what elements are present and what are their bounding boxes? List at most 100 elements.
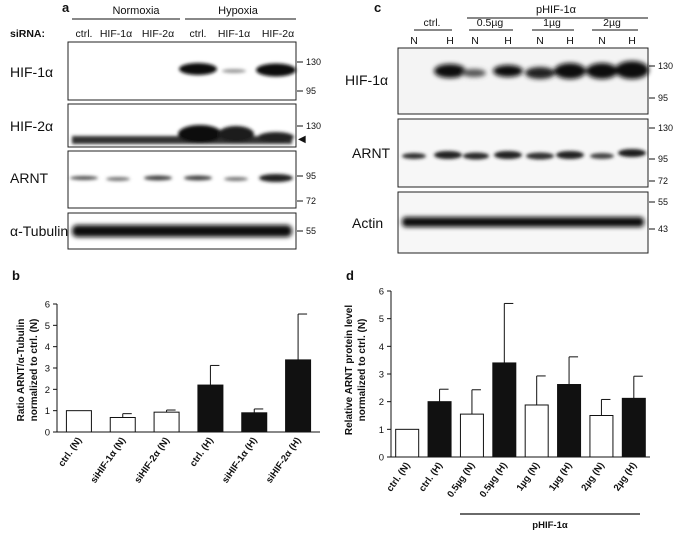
chart-d-ytick-label: 2 <box>379 397 384 408</box>
panel-c-letter: c <box>374 0 381 15</box>
chart-d-bar <box>459 413 484 458</box>
chart-b-ytick-label: 4 <box>45 342 50 353</box>
chart-b-bar <box>241 412 268 433</box>
mw-a1-95: 95 <box>306 86 316 96</box>
chart-d-ylabel-2: normalized to ctrl. (N) <box>357 319 368 422</box>
chart-b-bar <box>109 416 136 433</box>
sirna-label: siRNA: <box>10 28 45 40</box>
mw-a3-72: 72 <box>306 196 316 206</box>
chart-b-ytick-label: 6 <box>45 300 50 311</box>
lane-a-6: HIF-2α <box>262 28 294 40</box>
lane-c-6: H <box>566 35 574 47</box>
lane-c-5: N <box>536 35 544 47</box>
chart-d-bar <box>621 397 646 458</box>
lane-c-4: H <box>504 35 512 47</box>
mw-c1-95: 95 <box>658 93 668 103</box>
chart-b-bar <box>65 410 92 433</box>
chart-b-xtick-label: ctrl. (N) <box>56 435 84 469</box>
chart-d-bracket-label: pHIF-1α <box>532 520 568 531</box>
panel-a: a Normoxia Hypoxia siRNA: ctrl. HIF-1α H… <box>10 0 321 250</box>
mw-c2-130: 130 <box>658 123 673 133</box>
lane-c-2: H <box>446 35 454 47</box>
blot-c-actin: Actin 55 43 <box>352 191 668 254</box>
chart-b-bar <box>285 359 312 433</box>
mw-c2-95: 95 <box>658 154 668 164</box>
chart-d: d Relative ARNT protein level normalized… <box>344 268 650 531</box>
mw-c2-72: 72 <box>658 176 668 186</box>
blot-label-tubulin: α-Tubulin <box>10 223 68 239</box>
chart-b-ytick-label: 3 <box>45 364 50 375</box>
blot-label-c-arnt: ARNT <box>352 145 391 161</box>
lane-a-2: HIF-1α <box>100 28 132 40</box>
blot-label-hif2a: HIF-2α <box>10 118 53 134</box>
header-normoxia: Normoxia <box>112 5 160 17</box>
chart-b-xtick-label: siHIF-1α (H) <box>220 435 260 485</box>
blot-a-tubulin: α-Tubulin 55 <box>10 212 316 250</box>
mw-a3-95: 95 <box>306 171 316 181</box>
chart-d-bar <box>427 401 452 458</box>
group-c-05: 0.5µg <box>477 17 504 29</box>
lane-a-3: HIF-2α <box>142 28 174 40</box>
mw-a1-130: 130 <box>306 57 321 67</box>
chart-b-ylabel-1: Ratio ARNT/α-Tubulin <box>16 319 27 422</box>
lane-c-7: N <box>598 35 606 47</box>
chart-b: b Ratio ARNT/α-Tubulin normalized to ctr… <box>12 268 320 485</box>
plasmid-header: pHIF-1α <box>536 4 577 16</box>
lane-c-8: H <box>628 35 636 47</box>
chart-d-ytick-label: 4 <box>379 342 384 353</box>
blot-label-c-actin: Actin <box>352 215 383 231</box>
panel-b-letter: b <box>12 268 20 283</box>
chart-b-bar <box>153 411 180 433</box>
chart-d-ytick-label: 3 <box>379 370 384 381</box>
chart-b-xtick-label: siHIF-1α (N) <box>89 435 129 485</box>
blot-a-hif1a: HIF-1α 130 95 <box>10 41 321 101</box>
chart-d-ytick-label: 6 <box>379 287 384 298</box>
mw-c3-43: 43 <box>658 224 668 234</box>
chart-b-ytick-label: 5 <box>45 321 50 332</box>
chart-b-ylabel-2: normalized to ctrl. (N) <box>29 319 40 422</box>
lane-a-5: HIF-1α <box>218 28 250 40</box>
chart-d-xtick-label: 2µg (H) <box>612 460 640 493</box>
chart-d-ytick-label: 0 <box>379 453 384 464</box>
chart-d-xtick-label: 2µg (N) <box>579 460 607 493</box>
blot-label-hif1a: HIF-1α <box>10 64 53 80</box>
chart-d-xtick-label: ctrl. (H) <box>417 460 445 494</box>
chart-d-bar <box>557 384 582 458</box>
chart-b-ytick-label: 2 <box>45 385 50 396</box>
blot-c-hif1a: HIF-1α 130 95 <box>345 47 673 115</box>
lane-c-1: N <box>410 35 418 47</box>
chart-b-xtick-label: siHIF-2α (N) <box>132 435 172 485</box>
mw-a4-55: 55 <box>306 226 316 236</box>
chart-d-bar <box>492 362 517 458</box>
mw-c1-130: 130 <box>658 61 673 71</box>
blot-label-arnt-a: ARNT <box>10 170 49 186</box>
blot-c-arnt: ARNT 130 95 72 <box>352 118 673 188</box>
panel-a-letter: a <box>62 0 70 15</box>
chart-b-bar <box>197 384 224 433</box>
chart-d-ytick-label: 1 <box>379 425 384 436</box>
chart-d-bar <box>589 415 614 458</box>
lane-a-1: ctrl. <box>76 28 93 40</box>
header-hypoxia: Hypoxia <box>218 5 259 17</box>
panel-c: c pHIF-1α ctrl. 0.5µg 1µg 2µg N H N H N … <box>345 0 673 254</box>
mw-a2-130: 130 <box>306 121 321 131</box>
chart-b-ytick-label: 1 <box>45 406 50 417</box>
mw-c3-55: 55 <box>658 197 668 207</box>
chart-b-ytick-label: 0 <box>45 428 50 439</box>
group-c-1: 1µg <box>543 17 561 29</box>
hif2a-arrow-icon: ◀ <box>298 134 306 145</box>
chart-d-xtick-label: 0.5µg (H) <box>478 460 510 499</box>
group-c-2: 2µg <box>603 17 621 29</box>
blot-a-arnt: ARNT 95 72 <box>10 150 316 209</box>
chart-d-ylabel-1: Relative ARNT protein level <box>344 305 355 435</box>
lane-a-4: ctrl. <box>190 28 207 40</box>
panel-d-letter: d <box>346 268 354 283</box>
chart-d-xtick-label: 1µg (H) <box>547 460 575 493</box>
chart-d-bar <box>524 404 549 458</box>
group-c-ctrl: ctrl. <box>424 17 441 29</box>
chart-b-xtick-label: ctrl. (H) <box>188 435 216 469</box>
blot-label-c-hif1a: HIF-1α <box>345 72 388 88</box>
chart-b-xtick-label: siHIF-2α (H) <box>264 435 304 485</box>
chart-d-xtick-label: 0.5µg (N) <box>445 460 477 499</box>
